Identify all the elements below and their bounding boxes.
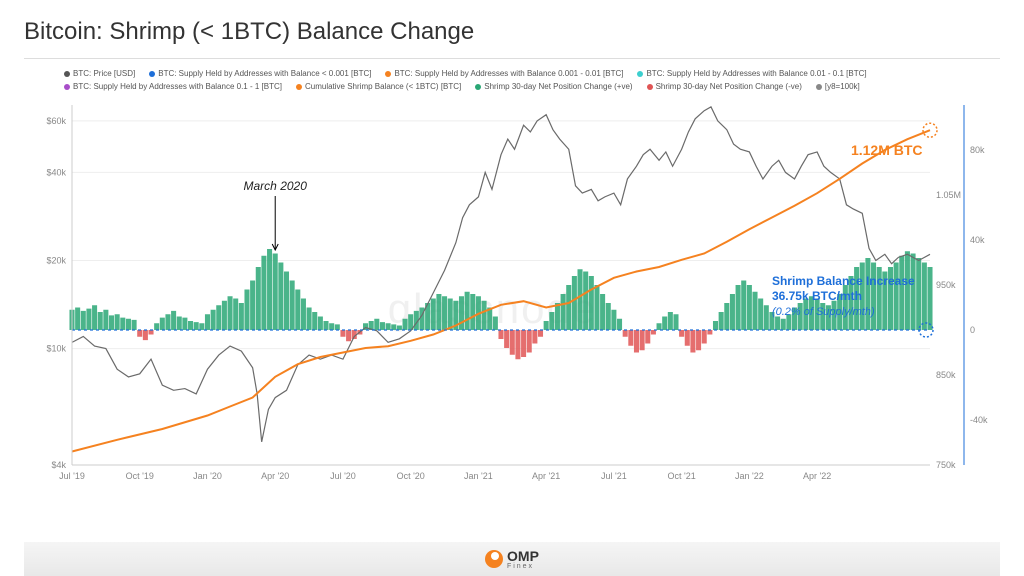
chart-svg: $4k $10k $20k $40k $60k 750k 850k 950k 1.05M -40k… — [24, 95, 1000, 495]
legend-label: BTC: Supply Held by Addresses with Balan… — [158, 69, 371, 78]
svg-text:(0.2% of Supply/mth): (0.2% of Supply/mth) — [772, 306, 875, 318]
svg-text:$40k: $40k — [46, 167, 66, 177]
legend-dot-icon — [64, 71, 70, 77]
svg-text:Jan '21: Jan '21 — [464, 471, 493, 481]
legend-label: BTC: Supply Held by Addresses with Balan… — [646, 69, 866, 78]
svg-text:Apr '20: Apr '20 — [261, 471, 289, 481]
legend-label: BTC: Price [USD] — [73, 69, 135, 78]
legend-row: BTC: Price [USD] BTC: Supply Held by Addr… — [24, 69, 1000, 91]
legend-dot-icon — [816, 84, 822, 90]
legend-dot-icon — [296, 84, 302, 90]
footer-logo: OMP F i n e x — [24, 542, 1000, 576]
svg-text:0: 0 — [970, 325, 975, 335]
legend-label: Cumulative Shrimp Balance (< 1BTC) [BTC] — [305, 82, 461, 91]
legend-item: Shrimp 30-day Net Position Change (+ve) — [475, 82, 632, 91]
logo-text: OMP — [507, 548, 539, 564]
legend-label: [y8=100k] — [825, 82, 860, 91]
logo-mark-icon — [485, 550, 503, 568]
svg-text:Jul '19: Jul '19 — [59, 471, 85, 481]
legend-dot-icon — [475, 84, 481, 90]
chart-title: Bitcoin: Shrimp (< 1BTC) Balance Change — [24, 18, 1000, 46]
svg-text:Shrimp Balance Increase: Shrimp Balance Increase — [772, 274, 915, 288]
legend-dot-icon — [64, 84, 70, 90]
svg-text:Jul '21: Jul '21 — [601, 471, 627, 481]
svg-text:750k: 750k — [936, 460, 956, 470]
logo-subtext: F i n e x — [507, 563, 539, 570]
svg-text:850k: 850k — [936, 370, 956, 380]
legend-item: BTC: Supply Held by Addresses with Balan… — [385, 69, 623, 78]
svg-text:Oct '19: Oct '19 — [126, 471, 154, 481]
legend-dot-icon — [385, 71, 391, 77]
svg-text:1.12M BTC: 1.12M BTC — [851, 142, 923, 158]
svg-text:950k: 950k — [936, 280, 956, 290]
svg-text:Jan '20: Jan '20 — [193, 471, 222, 481]
chart-container: Bitcoin: Shrimp (< 1BTC) Balance Change … — [0, 0, 1024, 576]
svg-text:1.05M: 1.05M — [936, 190, 961, 200]
legend-label: Shrimp 30-day Net Position Change (-ve) — [656, 82, 802, 91]
legend-label: BTC: Supply Held by Addresses with Balan… — [73, 82, 282, 91]
chart-area: $4k $10k $20k $40k $60k 750k 850k 950k 1.05M -40k… — [24, 95, 1000, 495]
legend-item: Cumulative Shrimp Balance (< 1BTC) [BTC] — [296, 82, 461, 91]
legend-label: Shrimp 30-day Net Position Change (+ve) — [484, 82, 632, 91]
svg-text:$20k: $20k — [46, 255, 66, 265]
legend-item: BTC: Price [USD] — [64, 69, 135, 78]
svg-text:40k: 40k — [970, 235, 985, 245]
legend-item: BTC: Supply Held by Addresses with Balan… — [637, 69, 866, 78]
svg-text:Oct '20: Oct '20 — [397, 471, 425, 481]
svg-text:Jan '22: Jan '22 — [735, 471, 764, 481]
chart-wrap: BTC: Price [USD] BTC: Supply Held by Addr… — [24, 58, 1000, 542]
legend-item: BTC: Supply Held by Addresses with Balan… — [149, 69, 371, 78]
legend-dot-icon — [647, 84, 653, 90]
svg-text:80k: 80k — [970, 145, 985, 155]
svg-text:Jul '20: Jul '20 — [330, 471, 356, 481]
svg-text:$60k: $60k — [46, 116, 66, 126]
svg-text:Apr '22: Apr '22 — [803, 471, 831, 481]
svg-text:36.75k BTC/mth: 36.75k BTC/mth — [772, 289, 862, 303]
svg-text:March 2020: March 2020 — [244, 179, 308, 193]
svg-text:Oct '21: Oct '21 — [668, 471, 696, 481]
legend-dot-icon — [637, 71, 643, 77]
svg-text:$4k: $4k — [51, 460, 66, 470]
svg-text:-40k: -40k — [970, 415, 988, 425]
legend-item: Shrimp 30-day Net Position Change (-ve) — [647, 82, 802, 91]
svg-text:$10k: $10k — [46, 344, 66, 354]
legend-item: BTC: Supply Held by Addresses with Balan… — [64, 82, 282, 91]
legend-label: BTC: Supply Held by Addresses with Balan… — [394, 69, 623, 78]
svg-text:Apr '21: Apr '21 — [532, 471, 560, 481]
legend-item: [y8=100k] — [816, 82, 860, 91]
legend-dot-icon — [149, 71, 155, 77]
